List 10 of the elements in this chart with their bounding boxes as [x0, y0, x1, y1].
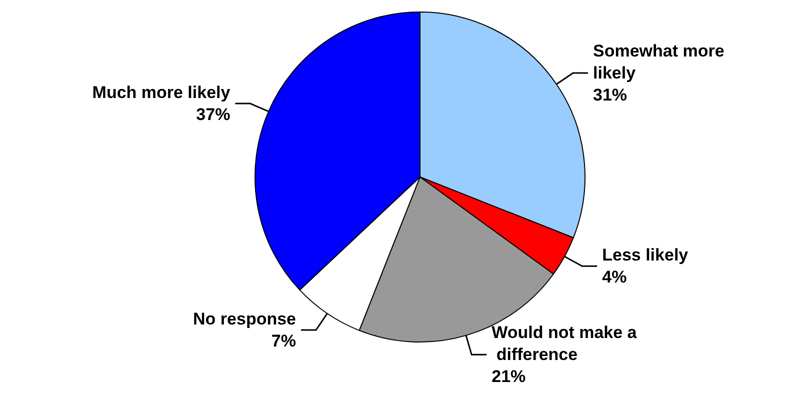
- data-label: 21%: [492, 367, 526, 386]
- slice-label: Much more likely: [92, 83, 231, 102]
- data-label: 37%: [196, 105, 230, 124]
- slice-label: No response: [193, 310, 296, 329]
- data-label: 4%: [602, 268, 627, 287]
- slice-label: Less likely: [602, 246, 689, 265]
- slice-label: Somewhat more likely: [593, 42, 730, 83]
- data-label: 31%: [593, 86, 628, 105]
- slice-label: Would not make a difference: [492, 323, 638, 364]
- data-label: 7%: [271, 332, 296, 351]
